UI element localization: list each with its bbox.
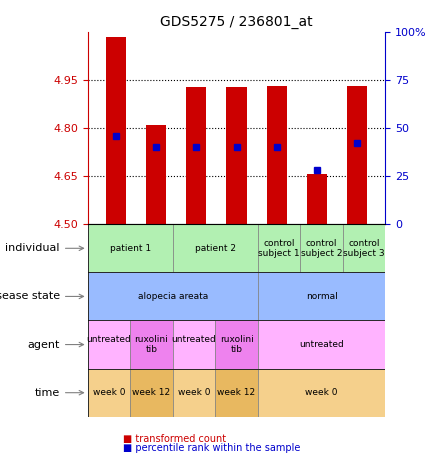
Bar: [106, 37, 126, 224]
Text: alopecia areata: alopecia areata: [138, 292, 208, 301]
FancyBboxPatch shape: [258, 321, 385, 369]
FancyBboxPatch shape: [215, 321, 258, 369]
Title: GDS5275 / 236801_at: GDS5275 / 236801_at: [160, 15, 313, 29]
FancyBboxPatch shape: [88, 369, 130, 417]
FancyBboxPatch shape: [173, 224, 258, 272]
Text: week 12: week 12: [217, 388, 256, 397]
Text: control
subject 1: control subject 1: [258, 239, 300, 258]
FancyBboxPatch shape: [258, 224, 300, 272]
FancyBboxPatch shape: [300, 224, 343, 272]
Text: normal: normal: [306, 292, 338, 301]
Bar: [267, 86, 287, 224]
Bar: [347, 86, 367, 224]
Text: week 0: week 0: [92, 388, 125, 397]
FancyBboxPatch shape: [173, 369, 215, 417]
Text: ■ transformed count: ■ transformed count: [123, 434, 226, 443]
Text: untreated: untreated: [299, 340, 344, 349]
FancyBboxPatch shape: [88, 224, 173, 272]
FancyBboxPatch shape: [173, 321, 215, 369]
FancyBboxPatch shape: [343, 224, 385, 272]
Text: control
subject 2: control subject 2: [301, 239, 343, 258]
FancyBboxPatch shape: [88, 272, 258, 321]
FancyBboxPatch shape: [258, 272, 385, 321]
Bar: [146, 125, 166, 224]
Bar: [307, 173, 327, 224]
FancyBboxPatch shape: [130, 369, 173, 417]
Text: untreated: untreated: [172, 335, 216, 354]
Text: patient 1: patient 1: [110, 244, 151, 253]
FancyBboxPatch shape: [130, 321, 173, 369]
FancyBboxPatch shape: [215, 369, 258, 417]
Text: individual: individual: [5, 243, 84, 253]
Text: time: time: [35, 388, 84, 398]
Text: agent: agent: [28, 340, 84, 350]
Bar: [186, 87, 206, 224]
Text: disease state: disease state: [0, 291, 84, 301]
Bar: [226, 87, 247, 224]
Text: ■ percentile rank within the sample: ■ percentile rank within the sample: [123, 443, 300, 453]
Text: ruxolini
tib: ruxolini tib: [219, 335, 254, 354]
Text: untreated: untreated: [86, 335, 131, 354]
Text: control
subject 3: control subject 3: [343, 239, 385, 258]
Text: patient 2: patient 2: [195, 244, 236, 253]
Text: week 0: week 0: [178, 388, 210, 397]
FancyBboxPatch shape: [88, 321, 130, 369]
Text: ruxolini
tib: ruxolini tib: [134, 335, 168, 354]
FancyBboxPatch shape: [258, 369, 385, 417]
Text: week 12: week 12: [132, 388, 170, 397]
Text: week 0: week 0: [305, 388, 338, 397]
